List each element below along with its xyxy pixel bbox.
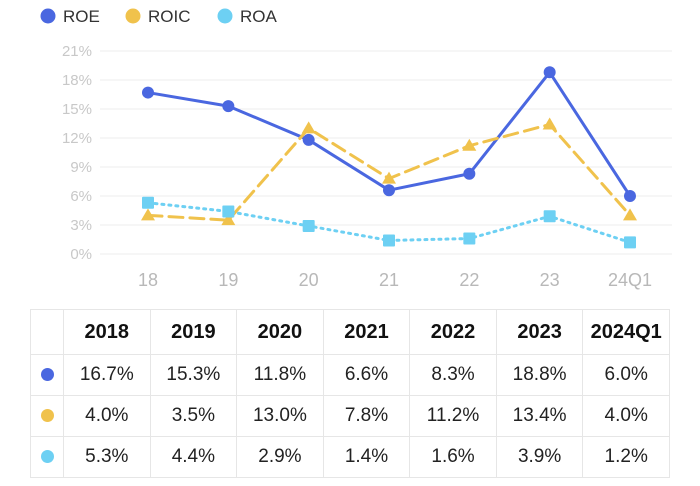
table-header-cell: 2020 bbox=[236, 309, 324, 355]
legend-marker-roic bbox=[125, 8, 141, 24]
table-header-row: 2018 2019 2020 2021 2022 2023 2024Q1 bbox=[30, 309, 670, 355]
row-color-key bbox=[30, 395, 64, 437]
table-cell: 4.0% bbox=[582, 395, 670, 437]
legend-label-roa: ROA bbox=[240, 7, 278, 26]
data-point-roa bbox=[142, 196, 154, 209]
table-cell: 1.4% bbox=[322, 436, 411, 478]
x-tick-label: 18 bbox=[138, 270, 158, 290]
data-point-roa bbox=[222, 205, 235, 218]
table-cell: 4.4% bbox=[149, 436, 238, 478]
y-tick-label: 6% bbox=[70, 188, 92, 205]
table-cell: 7.8% bbox=[322, 395, 411, 437]
data-point-roa bbox=[302, 219, 315, 232]
data-point-roe bbox=[142, 86, 154, 99]
table-cell: 1.2% bbox=[582, 436, 670, 478]
data-point-roe bbox=[383, 184, 395, 197]
table-cell: 4.0% bbox=[63, 395, 151, 437]
table-cell: 2.9% bbox=[236, 436, 324, 478]
x-tick-label: 20 bbox=[299, 270, 319, 290]
table-header-cell: 2019 bbox=[149, 309, 238, 355]
table-row: 16.7% 15.3% 11.8% 6.6% 8.3% 18.8% 6.0% bbox=[30, 354, 670, 396]
x-tick-label: 22 bbox=[459, 270, 479, 290]
x-tick-label: 21 bbox=[379, 270, 399, 290]
data-point-roe bbox=[543, 66, 556, 79]
row-color-key bbox=[30, 436, 64, 478]
table-header-cell: 2018 bbox=[63, 309, 151, 355]
table-cell: 11.2% bbox=[409, 395, 497, 437]
y-tick-label: 21% bbox=[62, 43, 92, 60]
table-header-blank bbox=[30, 309, 64, 355]
y-tick-label: 9% bbox=[70, 159, 92, 176]
table-cell: 1.6% bbox=[409, 436, 497, 478]
table-header-cell: 2023 bbox=[495, 309, 584, 355]
legend-marker-roe bbox=[40, 8, 56, 24]
x-tick-label: 23 bbox=[540, 270, 560, 290]
color-dot-icon bbox=[40, 368, 54, 382]
data-point-roic bbox=[141, 208, 155, 221]
legend-label-roe: ROE bbox=[63, 7, 100, 26]
data-point-roic bbox=[462, 138, 477, 151]
table-cell: 18.8% bbox=[495, 354, 584, 396]
row-color-key bbox=[30, 354, 64, 396]
table-cell: 13.4% bbox=[495, 395, 584, 437]
data-table: 2018 2019 2020 2021 2022 2023 2024Q1 16.… bbox=[30, 309, 670, 478]
data-point-roa bbox=[463, 232, 476, 245]
table-cell: 3.5% bbox=[149, 395, 238, 437]
y-tick-label: 0% bbox=[70, 246, 92, 263]
data-point-roic bbox=[301, 121, 316, 134]
y-tick-label: 12% bbox=[62, 130, 92, 147]
table-row: 5.3% 4.4% 2.9% 1.4% 1.6% 3.9% 1.2% bbox=[30, 436, 670, 478]
data-point-roic bbox=[623, 208, 637, 221]
color-dot-icon bbox=[40, 409, 54, 423]
data-point-roa bbox=[383, 234, 395, 247]
legend-marker-roa bbox=[217, 8, 233, 24]
x-tick-label: 19 bbox=[218, 270, 238, 290]
table-cell: 13.0% bbox=[236, 395, 324, 437]
table-row: 4.0% 3.5% 13.0% 7.8% 11.2% 13.4% 4.0% bbox=[30, 395, 670, 437]
data-point-roe bbox=[463, 167, 476, 180]
table-cell: 15.3% bbox=[149, 354, 238, 396]
legend-label-roic: ROIC bbox=[148, 7, 191, 26]
data-point-roa bbox=[624, 236, 636, 249]
table-header-cell: 2021 bbox=[322, 309, 411, 355]
table-cell: 6.6% bbox=[322, 354, 411, 396]
line-chart: ROE ROIC ROA 0% 3% 6% 9% 12% 15% 18% 21% 18 19 20 21 22… bbox=[40, 7, 672, 290]
data-point-roe bbox=[302, 133, 315, 146]
table-cell: 3.9% bbox=[495, 436, 584, 478]
data-point-roe bbox=[222, 100, 235, 113]
y-tick-label: 15% bbox=[62, 101, 92, 118]
table-cell: 6.0% bbox=[582, 354, 670, 396]
table-header-cell: 2022 bbox=[409, 309, 497, 355]
data-point-roe bbox=[624, 190, 636, 202]
data-point-roic bbox=[542, 117, 557, 130]
table-cell: 5.3% bbox=[63, 436, 151, 478]
data-point-roa bbox=[543, 210, 556, 223]
x-tick-label: 24Q1 bbox=[608, 270, 652, 290]
table-cell: 16.7% bbox=[63, 354, 151, 396]
table-cell: 11.8% bbox=[236, 354, 324, 396]
color-dot-icon bbox=[40, 450, 54, 464]
table-cell: 8.3% bbox=[409, 354, 497, 396]
y-tick-label: 18% bbox=[62, 72, 92, 89]
table-header-cell: 2024Q1 bbox=[582, 309, 670, 355]
data-point-roic bbox=[221, 213, 236, 226]
data-point-roic bbox=[382, 171, 396, 184]
y-tick-label: 3% bbox=[70, 217, 92, 234]
